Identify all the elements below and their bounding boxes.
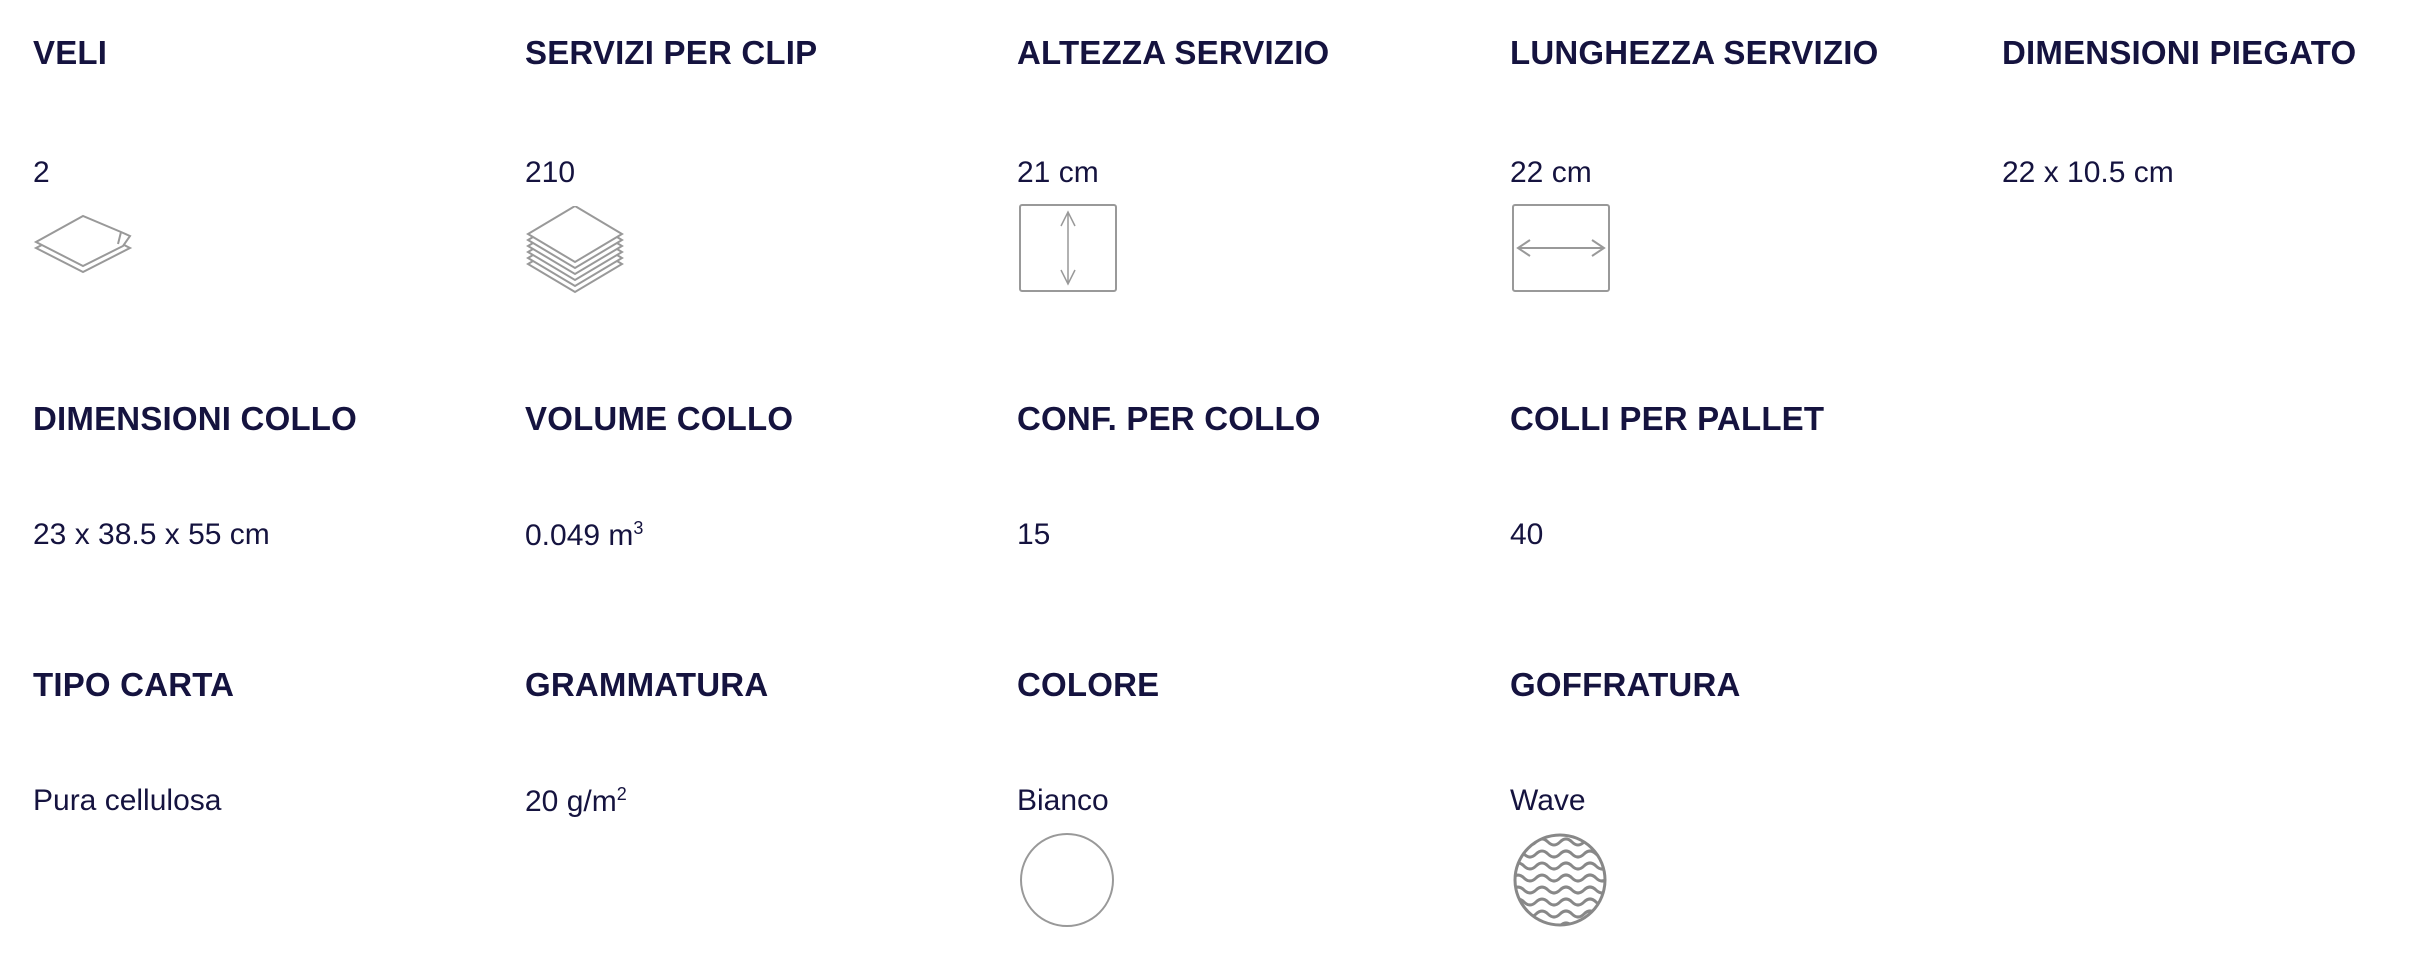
white-circle-icon xyxy=(1019,832,1115,928)
spec-value: 20 g/m2 xyxy=(525,784,627,819)
spec-label: GRAMMATURA xyxy=(525,666,769,703)
spec-conf-per-collo: CONF. PER COLLO 15 xyxy=(1017,400,1487,551)
spec-lunghezza-servizio: LUNGHEZZA SERVIZIO 22 cm xyxy=(1510,34,1980,292)
spec-servizi-per-clip: SERVIZI PER CLIP 210 xyxy=(525,34,995,294)
spec-label: DIMENSIONI PIEGATO xyxy=(2002,34,2357,71)
spec-altezza-servizio: ALTEZZA SERVIZIO 21 cm xyxy=(1017,34,1487,292)
value-text: 20 g/m xyxy=(525,785,617,818)
value-text: 0.049 m xyxy=(525,519,634,552)
spec-colore: COLORE Bianco xyxy=(1017,666,1487,927)
spec-tipo-carta: TIPO CARTA Pura cellulosa xyxy=(33,666,503,817)
spec-value: 21 cm xyxy=(1017,156,1099,189)
stacked-sheets-icon xyxy=(525,206,625,294)
spec-label: DIMENSIONI COLLO xyxy=(33,400,358,437)
horizontal-arrow-box-icon xyxy=(1512,204,1612,292)
spec-volume-collo: VOLUME COLLO 0.049 m3 xyxy=(525,400,995,552)
spec-value: 15 xyxy=(1017,518,1051,551)
spec-value: 210 xyxy=(525,156,576,189)
spec-value: 0.049 m3 xyxy=(525,518,643,553)
value-superscript: 2 xyxy=(616,784,627,804)
spec-value: Bianco xyxy=(1017,784,1109,817)
spec-value: 23 x 38.5 x 55 cm xyxy=(33,518,270,551)
wave-embossing-icon xyxy=(1512,832,1608,928)
spec-label: TIPO CARTA xyxy=(33,666,235,703)
value-superscript: 3 xyxy=(633,518,644,538)
spec-dimensioni-collo: DIMENSIONI COLLO 23 x 38.5 x 55 cm xyxy=(33,400,503,551)
spec-grammatura: GRAMMATURA 20 g/m2 xyxy=(525,666,995,818)
spec-colli-per-pallet: COLLI PER PALLET 40 xyxy=(1510,400,1980,551)
spec-label: LUNGHEZZA SERVIZIO xyxy=(1510,34,1879,71)
vertical-arrow-box-icon xyxy=(1019,204,1119,292)
spec-label: VELI xyxy=(33,34,108,71)
spec-label: CONF. PER COLLO xyxy=(1017,400,1321,437)
spec-value: 22 cm xyxy=(1510,156,1592,189)
two-ply-sheets-icon xyxy=(33,212,133,274)
spec-goffratura: GOFFRATURA Wave xyxy=(1510,666,1980,927)
spec-dimensioni-piegato: DIMENSIONI PIEGATO 22 x 10.5 cm xyxy=(2002,34,2430,189)
spec-label: COLORE xyxy=(1017,666,1160,703)
spec-veli: VELI 2 xyxy=(33,34,503,274)
spec-label: ALTEZZA SERVIZIO xyxy=(1017,34,1330,71)
spec-value: 2 xyxy=(33,156,50,189)
spec-value: 40 xyxy=(1510,518,1544,551)
spec-label: COLLI PER PALLET xyxy=(1510,400,1825,437)
spec-label: SERVIZI PER CLIP xyxy=(525,34,818,71)
spec-label: VOLUME COLLO xyxy=(525,400,794,437)
spec-value: Pura cellulosa xyxy=(33,784,222,817)
spec-value: 22 x 10.5 cm xyxy=(2002,156,2174,189)
spec-label: GOFFRATURA xyxy=(1510,666,1741,703)
spec-value: Wave xyxy=(1510,784,1586,817)
